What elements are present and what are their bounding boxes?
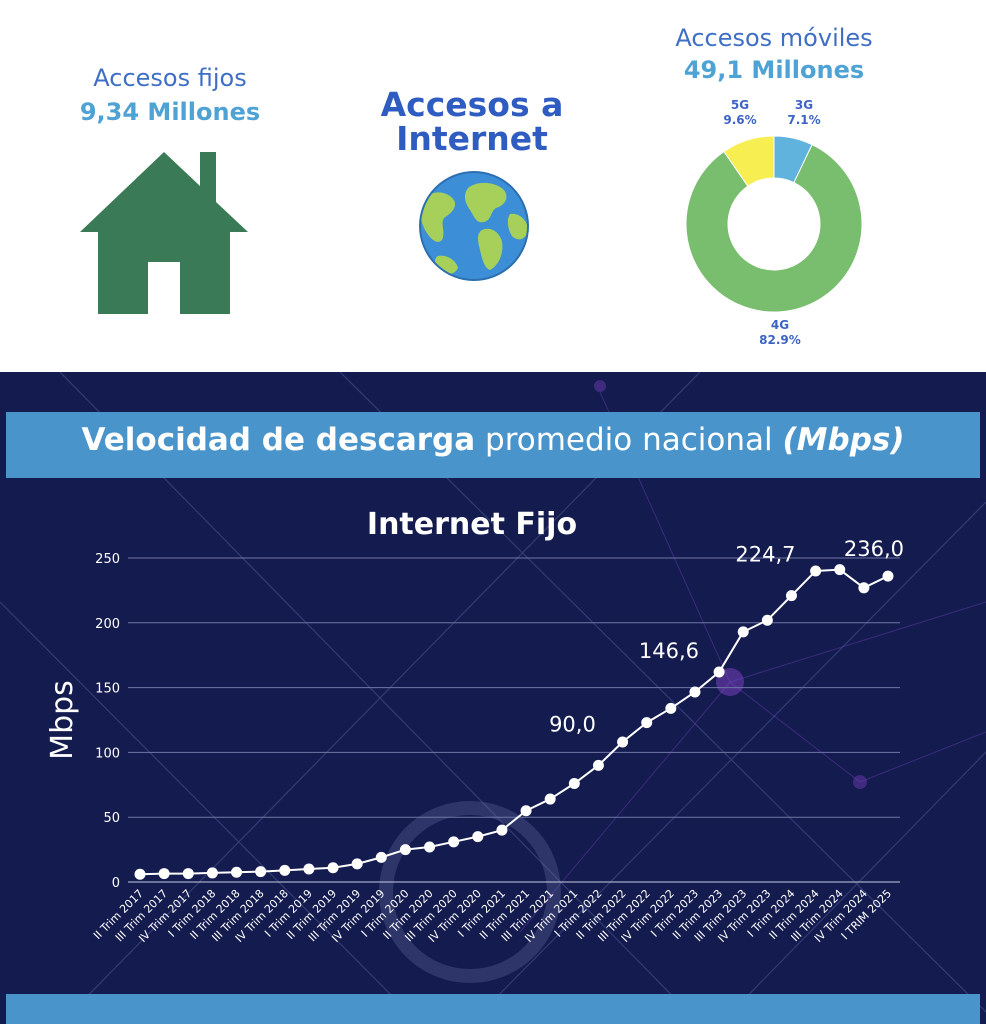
data-point bbox=[375, 851, 387, 863]
data-point bbox=[785, 590, 797, 602]
data-label: 146,6 bbox=[639, 639, 699, 663]
fixed-access-label: Accesos fijos bbox=[93, 64, 247, 92]
data-point bbox=[448, 836, 460, 848]
data-point bbox=[882, 570, 894, 582]
download-speed-section: Velocidad de descarga promedio nacional … bbox=[0, 372, 986, 1024]
data-point bbox=[568, 778, 580, 790]
data-point bbox=[303, 863, 315, 875]
data-point bbox=[761, 614, 773, 626]
donut-label-5g-name: 5G bbox=[730, 98, 750, 112]
data-point bbox=[544, 793, 556, 805]
banner-regular: promedio nacional bbox=[475, 422, 783, 458]
y-tick-label: 0 bbox=[112, 876, 120, 891]
donut-label-3g-pct: 7.1% bbox=[787, 113, 821, 127]
data-point bbox=[472, 831, 484, 843]
banner-bold: Velocidad de descarga bbox=[81, 422, 476, 458]
footer-bar bbox=[6, 994, 980, 1024]
globe-icon bbox=[419, 171, 529, 281]
page-title: Accesos a Internet bbox=[348, 88, 596, 156]
donut-label-3g-name: 3G bbox=[794, 98, 814, 112]
donut-label-4g: 4G 82.9% bbox=[748, 318, 812, 348]
mobile-access-label: Accesos móviles bbox=[675, 24, 873, 52]
data-point bbox=[592, 759, 604, 771]
donut-label-4g-name: 4G bbox=[770, 318, 790, 332]
data-point bbox=[182, 868, 194, 880]
top-section: Accesos fijos 9,34 Millones Accesos a In… bbox=[0, 0, 986, 372]
donut-label-4g-pct: 82.9% bbox=[759, 333, 801, 347]
y-axis-label: Mbps bbox=[45, 680, 80, 760]
data-point bbox=[834, 564, 846, 576]
data-point bbox=[665, 702, 677, 714]
mobile-tech-donut bbox=[685, 135, 863, 313]
banner-title: Velocidad de descarga promedio nacional … bbox=[6, 422, 980, 458]
data-point bbox=[255, 866, 267, 878]
data-point bbox=[279, 864, 291, 876]
data-point bbox=[617, 736, 629, 748]
mobile-access-value: 49,1 Millones bbox=[683, 56, 865, 84]
banner-italic: (Mbps) bbox=[782, 422, 905, 458]
y-tick-label: 50 bbox=[103, 811, 120, 826]
y-tick-label: 250 bbox=[95, 552, 120, 567]
data-label: 224,7 bbox=[735, 543, 795, 567]
data-point bbox=[206, 867, 218, 879]
data-point bbox=[520, 805, 532, 817]
data-point bbox=[351, 858, 363, 870]
chart-title: Internet Fijo bbox=[367, 507, 577, 542]
house-icon bbox=[80, 152, 248, 314]
data-point bbox=[231, 866, 243, 878]
donut-slice-4g bbox=[685, 144, 863, 313]
data-point bbox=[496, 824, 508, 836]
data-point bbox=[158, 868, 170, 880]
data-point bbox=[858, 582, 870, 594]
data-point bbox=[737, 626, 749, 638]
y-tick-label: 150 bbox=[95, 682, 120, 697]
data-point bbox=[641, 717, 653, 729]
data-point bbox=[134, 868, 146, 880]
title-line-2: Internet bbox=[396, 119, 548, 158]
data-point bbox=[810, 565, 822, 577]
data-point bbox=[713, 666, 725, 678]
donut-label-5g-pct: 9.6% bbox=[723, 113, 757, 127]
data-point bbox=[424, 841, 436, 853]
donut-label-5g: 5G 9.6% bbox=[712, 98, 768, 128]
data-point bbox=[689, 686, 701, 698]
data-label: 90,0 bbox=[549, 712, 596, 736]
data-point bbox=[399, 844, 411, 856]
donut-label-3g: 3G 7.1% bbox=[776, 98, 832, 128]
data-label: 236,0 bbox=[844, 537, 904, 561]
y-tick-label: 100 bbox=[95, 746, 120, 761]
fixed-access-value: 9,34 Millones bbox=[79, 98, 261, 126]
data-point bbox=[327, 862, 339, 874]
background-network-pattern bbox=[0, 372, 986, 1024]
title-line-1: Accesos a bbox=[380, 85, 564, 124]
y-tick-label: 200 bbox=[95, 617, 120, 632]
speed-banner: Velocidad de descarga promedio nacional … bbox=[6, 412, 980, 478]
series-line bbox=[139, 568, 889, 876]
